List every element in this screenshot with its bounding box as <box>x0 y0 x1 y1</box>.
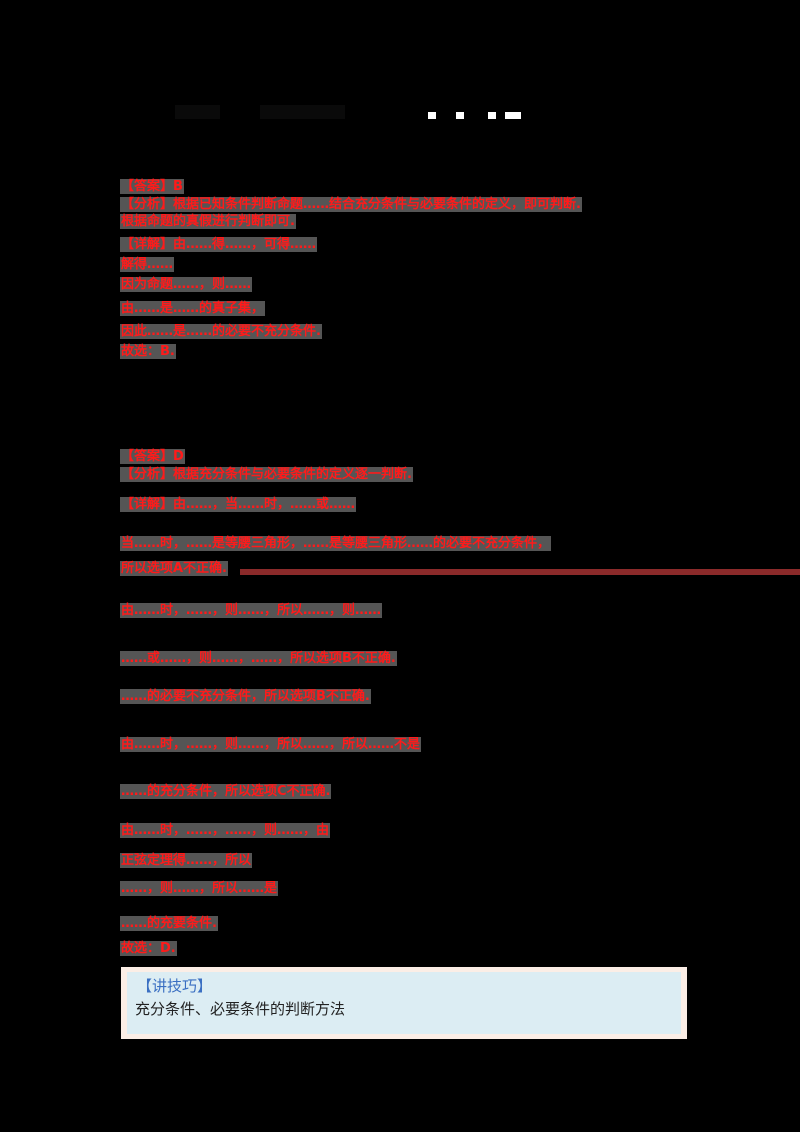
detail-line-11: ……的必要不充分条件，所以选项B不正确. <box>120 689 371 704</box>
question-header <box>170 100 540 130</box>
analysis-line-3: 【分析】根据充分条件与必要条件的定义逐一判断. <box>120 467 413 482</box>
detail-line-2: 解得…… <box>120 257 175 272</box>
header-fragment <box>175 105 220 119</box>
tip-title: 【讲技巧】 <box>137 977 213 995</box>
tip-box-inner: 【讲技巧】 充分条件、必要条件的判断方法 <box>127 972 681 1034</box>
detail-line-1: 【详解】由……得……，可得…… <box>120 237 318 252</box>
detail-line-8: 所以选项A不正确. <box>120 561 228 576</box>
conclusion-line-1: 故选：B. <box>120 344 176 359</box>
detail-line-6: 【详解】由……，当……时，……或…… <box>120 497 357 512</box>
detail-line-10: ……或……，则……，……，所以选项B不正确. <box>120 651 397 666</box>
header-fragment <box>260 105 345 119</box>
answer-line-2: 【答案】D <box>120 449 185 464</box>
tip-text: 充分条件、必要条件的判断方法 <box>135 1000 346 1018</box>
answer-line-1: 【答案】B <box>120 179 184 194</box>
detail-line-15: 正弦定理得……，所以 <box>120 853 253 868</box>
header-mark <box>505 112 521 119</box>
header-mark <box>456 112 464 119</box>
detail-line-14: 由……时，……，……，则……，由 <box>120 823 331 838</box>
header-mark <box>428 112 436 119</box>
detail-line-4: 由……是……的真子集， <box>120 301 266 316</box>
header-mark <box>488 112 496 119</box>
tip-box: 【讲技巧】 充分条件、必要条件的判断方法 <box>121 967 687 1039</box>
detail-line-13: ……的充分条件，所以选项C不正确. <box>120 784 332 799</box>
detail-line-17: ……的充要条件. <box>120 916 218 931</box>
detail-line-3: 因为命题……，则…… <box>120 277 253 292</box>
detail-line-9: 由……时，……，则……，所以……，则…… <box>120 603 383 618</box>
conclusion-line-2: 故选：D. <box>120 941 177 956</box>
analysis-line-2: 根据命题的真假进行判断即可. <box>120 214 296 229</box>
detail-line-7: 当……时，……是等腰三角形，……是等腰三角形……的必要不充分条件， <box>120 536 552 551</box>
detail-line-5: 因此……是……的必要不充分条件. <box>120 324 322 339</box>
detail-line-12: 由……时，……，则……，所以……，所以……不是 <box>120 737 422 752</box>
analysis-line-1: 【分析】根据已知条件判断命题……结合充分条件与必要条件的定义，即可判断. <box>120 197 582 212</box>
detail-line-16: ……，则……，所以……是 <box>120 881 279 896</box>
divider <box>240 569 800 575</box>
